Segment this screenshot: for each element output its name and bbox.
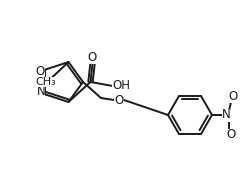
- Text: N: N: [222, 109, 230, 122]
- Text: OH: OH: [112, 80, 130, 93]
- Text: O: O: [88, 51, 97, 64]
- Text: CH₃: CH₃: [35, 77, 56, 87]
- Text: O: O: [35, 65, 45, 78]
- Text: N: N: [37, 85, 45, 98]
- Text: O: O: [226, 128, 236, 141]
- Text: O: O: [228, 89, 238, 102]
- Text: O: O: [114, 94, 124, 107]
